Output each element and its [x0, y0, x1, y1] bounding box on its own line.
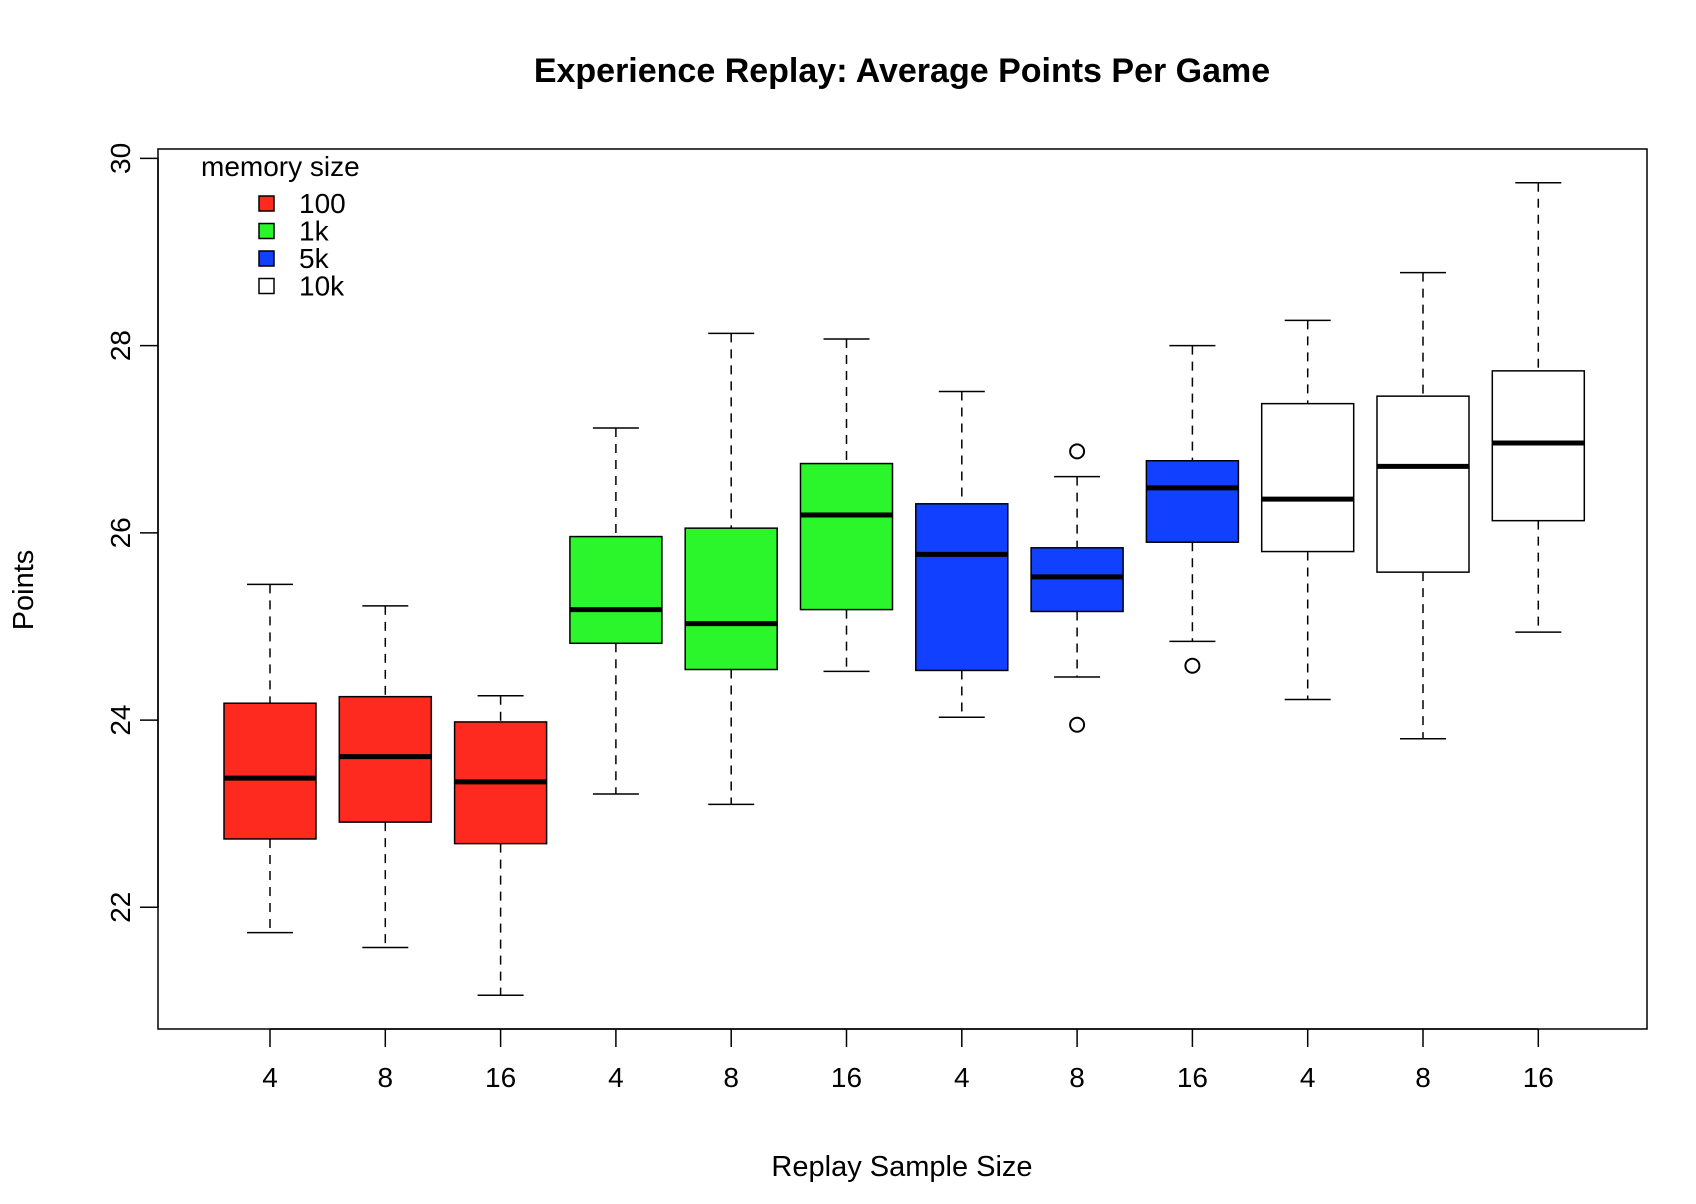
x-tick-label: 16: [831, 1062, 862, 1093]
box-iqr: [1260, 402, 1355, 553]
legend-swatch: [258, 277, 275, 295]
x-axis: 4 8 16 4 8 16 4 8 16 4 8 16: [262, 1028, 1554, 1093]
legend-swatch: [258, 222, 275, 240]
x-tick-label: 4: [1300, 1062, 1316, 1093]
y-axis-label: Points: [8, 550, 40, 631]
y-tick-label: 24: [105, 704, 136, 735]
x-tick-label: 8: [1069, 1062, 1085, 1093]
box-10k-8: [1376, 271, 1470, 740]
box-5k-16: [1145, 344, 1240, 674]
box-iqr: [338, 695, 433, 823]
legend-swatch: [258, 250, 275, 267]
box-iqr: [1030, 547, 1124, 613]
x-tick-label: 8: [723, 1062, 739, 1093]
boxes-layer: [223, 181, 1586, 997]
y-tick-label: 26: [105, 517, 136, 548]
outlier-point: [1184, 657, 1201, 674]
box-10k-16: [1491, 181, 1586, 633]
box-10k-4: [1260, 319, 1355, 701]
box-1k-8: [684, 332, 778, 806]
box-1k-4: [569, 427, 663, 795]
x-axis-label: Replay Sample Size: [771, 1151, 1032, 1183]
x-tick-label: 16: [485, 1062, 516, 1093]
x-tick-label: 4: [262, 1062, 278, 1093]
y-axis: 22 24 26 28 30: [105, 143, 159, 923]
outlier-point: [1069, 716, 1086, 733]
outlier-point: [1069, 443, 1086, 460]
x-tick-label: 8: [1415, 1062, 1431, 1093]
box-iqr: [1145, 459, 1240, 543]
legend-label: 5k: [299, 243, 330, 274]
legend-entry-10k: 10k: [258, 271, 345, 302]
legend-label: 100: [299, 188, 346, 219]
box-iqr: [684, 527, 778, 671]
x-tick-label: 16: [1177, 1062, 1208, 1093]
legend-title: memory size: [201, 151, 360, 182]
x-tick-label: 4: [954, 1062, 970, 1093]
box-5k-8: [1030, 443, 1124, 733]
box-iqr: [1491, 370, 1586, 522]
x-tick-label: 4: [608, 1062, 624, 1093]
legend-swatch: [258, 195, 275, 212]
box-5k-4: [915, 390, 1009, 719]
box-100-16: [453, 694, 548, 997]
y-tick-label: 28: [105, 330, 136, 361]
box-iqr: [1376, 395, 1470, 573]
box-1k-16: [799, 338, 894, 673]
legend-entry-100: 100: [258, 188, 346, 219]
legend-label: 1k: [299, 216, 330, 247]
box-iqr: [223, 702, 317, 840]
y-tick-label: 22: [105, 892, 136, 923]
x-tick-label: 16: [1523, 1062, 1554, 1093]
box-100-8: [338, 605, 433, 949]
box-iqr: [569, 535, 663, 645]
box-iqr: [799, 462, 894, 611]
legend-label: 10k: [299, 271, 345, 302]
box-100-4: [223, 583, 317, 934]
box-iqr: [915, 503, 1009, 672]
y-tick-label: 30: [105, 143, 136, 174]
chart-title: Experience Replay: Average Points Per Ga…: [534, 52, 1270, 90]
x-tick-label: 8: [378, 1062, 394, 1093]
legend-entry-1k: 1k: [258, 216, 330, 247]
legend-entry-5k: 5k: [258, 243, 330, 274]
